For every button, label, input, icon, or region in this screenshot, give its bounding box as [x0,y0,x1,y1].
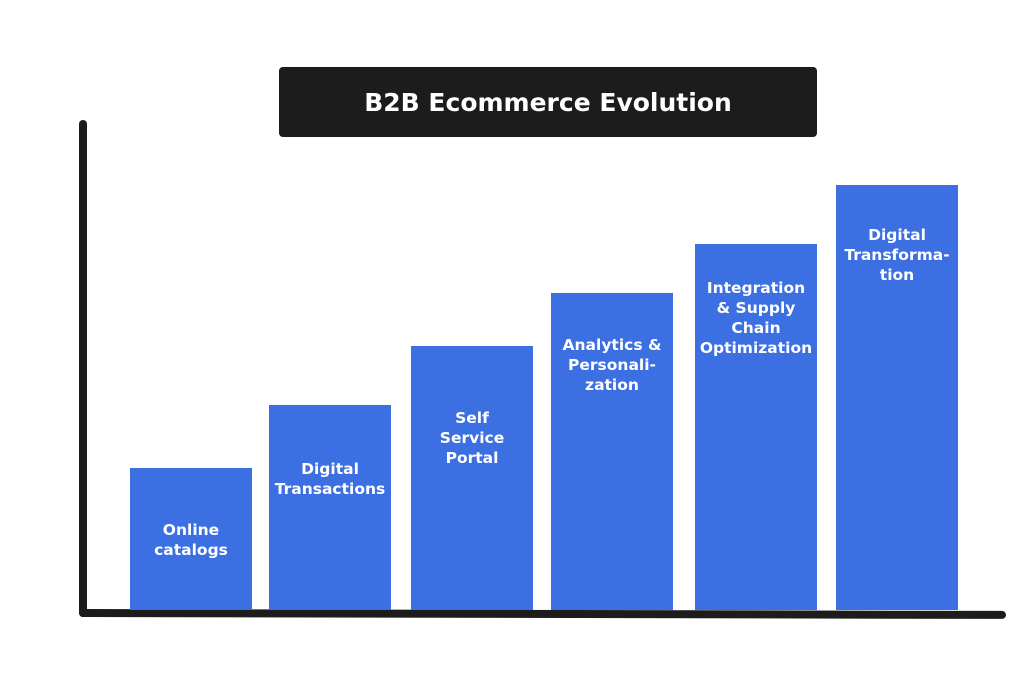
bar: Self Service Portal [411,346,533,610]
chart-title: B2B Ecommerce Evolution [364,87,732,117]
bar: Digital Transactions [269,405,391,610]
bar: Digital Transforma- tion [836,185,958,610]
bar-label: Digital Transforma- tion [844,226,950,285]
bar-label: Digital Transactions [274,460,386,499]
title-box: B2B Ecommerce Evolution [279,67,817,137]
bar-label: Analytics & Personali- zation [562,335,662,394]
bar-label: Self Service Portal [439,409,505,468]
bar-label: Online catalogs [154,521,228,560]
x-axis [78,609,1007,619]
bar: Integration & Supply Chain Optimization [695,244,817,610]
bar: Online catalogs [130,468,252,610]
bar: Analytics & Personali- zation [551,292,673,610]
bar-label: Integration & Supply Chain Optimization [699,279,813,357]
y-axis [79,120,87,617]
